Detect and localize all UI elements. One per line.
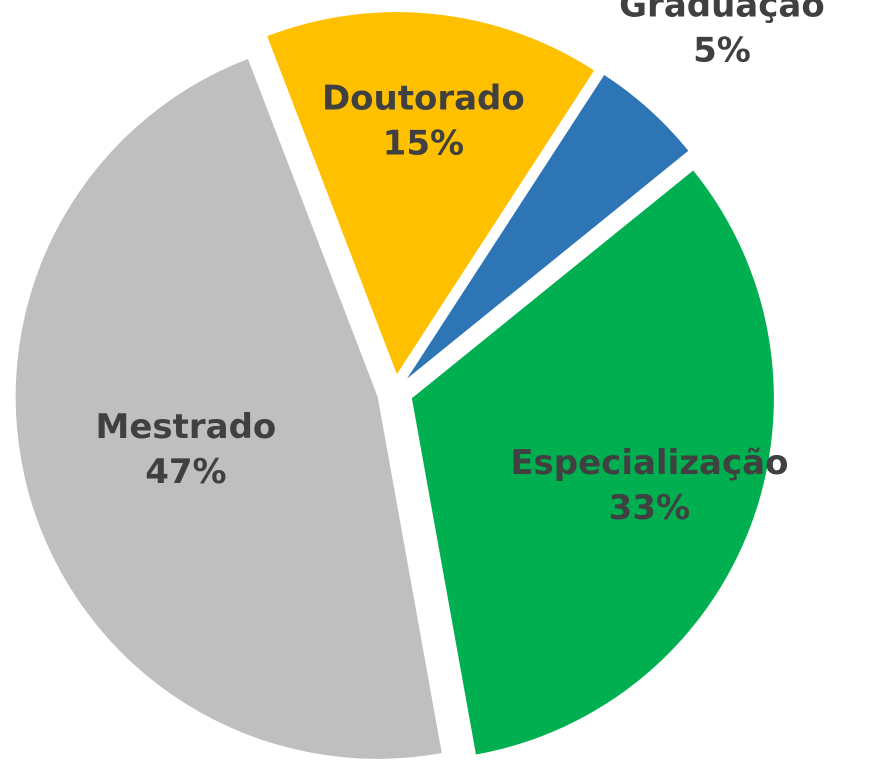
slice-label: Especialização	[510, 443, 788, 483]
slice-label: Graduação	[619, 0, 825, 25]
slice-value-label: 15%	[383, 124, 464, 164]
slice-value-label: 47%	[145, 452, 226, 492]
slice-value-label: 5%	[693, 30, 751, 70]
pie-slice	[267, 12, 595, 375]
slice-label: Mestrado	[95, 407, 276, 447]
slice-value-label: 33%	[609, 488, 690, 528]
pie-slice	[411, 170, 774, 755]
pie-slice	[407, 75, 689, 379]
slice-label: Doutorado	[322, 79, 525, 119]
pie-slice	[15, 58, 442, 759]
